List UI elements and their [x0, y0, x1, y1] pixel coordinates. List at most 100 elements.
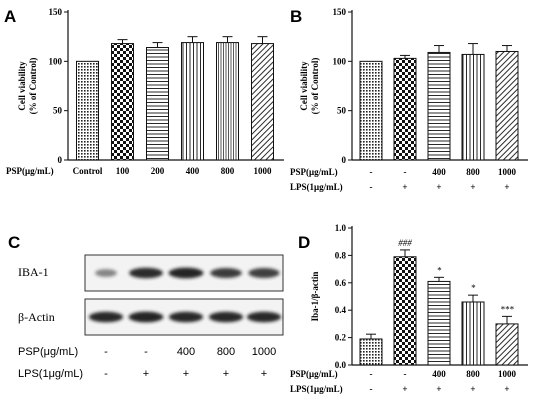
blot-label-iba1: IBA-1	[18, 265, 49, 279]
bar	[111, 43, 134, 161]
blot-condition-value: 1000	[252, 346, 276, 358]
blot-condition-value: 400	[177, 346, 195, 358]
category-label: +	[436, 182, 441, 192]
bar	[359, 338, 383, 366]
bar	[427, 280, 451, 366]
y-tick-label: 100	[333, 56, 347, 66]
category-label: +	[470, 182, 475, 192]
y-tick-label: 50	[337, 106, 347, 116]
chart-panel-a: 0 50 100 150 Cell viability (% of Control) PSP…	[6, 7, 284, 176]
condition-row-label: LPS(1μg/mL)	[290, 182, 343, 192]
category-label: 400	[186, 166, 200, 176]
blot-condition-value: +	[143, 368, 149, 380]
significance-marker: *	[437, 265, 442, 275]
y-axis-label: (% of Control)	[310, 58, 320, 115]
y-tick-label: 0.8	[335, 250, 347, 260]
condition-row-label: PSP(μg/mL)	[290, 369, 338, 379]
y-tick-label: 1.0	[335, 223, 347, 233]
blot-condition-value: +	[261, 368, 267, 380]
y-tick-label: 0.0	[335, 360, 347, 370]
bar	[427, 51, 451, 161]
y-tick-label: 0.6	[335, 278, 347, 288]
y-tick-label: 150	[333, 7, 347, 17]
category-label: 200	[151, 166, 165, 176]
bar	[146, 47, 169, 161]
category-label: 100	[116, 166, 130, 176]
blot-band	[88, 311, 124, 323]
blot-psp-label: PSP(μg/mL)	[18, 346, 78, 358]
y-tick-label: 100	[49, 56, 63, 66]
bar	[495, 50, 519, 161]
blot-condition-value: -	[104, 368, 108, 380]
category-label: 1000	[498, 167, 517, 177]
chart-panel-b: 0 50 100 150 Cell viability (% of Control) PSP…	[290, 7, 528, 192]
bar	[181, 42, 204, 161]
category-label: +	[436, 384, 441, 394]
blot-band	[248, 268, 280, 278]
blot-band	[208, 311, 244, 323]
condition-row-label: PSP(μg/mL)	[290, 167, 338, 177]
y-axis-label: Cell viability	[17, 61, 27, 111]
y-axis-label: Iba-1/β-actin	[310, 272, 320, 322]
category-label: -	[370, 384, 373, 394]
category-label: 400	[432, 369, 446, 379]
bar	[359, 60, 383, 161]
blot-band	[95, 269, 117, 277]
category-label: -	[370, 167, 373, 177]
category-label: +	[402, 384, 407, 394]
western-blot: IBA-1 β-Actin PSP(μg/mL) LPS(1μg/mL) - - 4…	[18, 254, 284, 380]
bands-actin	[88, 311, 282, 323]
y-tick-label: 0	[58, 155, 63, 165]
blot-condition-value: -	[104, 346, 108, 358]
category-label: -	[404, 369, 407, 379]
category-label: 400	[432, 167, 446, 177]
category-label: 800	[466, 167, 480, 177]
category-label: +	[504, 182, 509, 192]
category-label: 800	[221, 166, 235, 176]
bar	[393, 57, 417, 161]
blot-condition-value: +	[223, 368, 229, 380]
panel-label-b: B	[290, 7, 302, 26]
blot-band	[168, 311, 204, 323]
bar	[76, 60, 99, 161]
blot-condition-value: +	[183, 368, 189, 380]
y-tick-label: 0	[342, 155, 347, 165]
bands-iba1	[95, 267, 280, 279]
panel-label-a: A	[4, 7, 16, 26]
category-label: -	[370, 369, 373, 379]
category-label: 1000	[254, 166, 273, 176]
category-label: -	[370, 182, 373, 192]
blot-condition-value: -	[144, 346, 148, 358]
significance-marker: ###	[398, 238, 412, 248]
category-label: Control	[73, 166, 103, 176]
condition-row-label: LPS(1μg/mL)	[290, 384, 343, 394]
bar	[393, 256, 417, 366]
bar	[216, 42, 239, 161]
blot-band	[128, 311, 164, 323]
category-label: 1000	[498, 369, 517, 379]
category-label: -	[404, 167, 407, 177]
category-label: +	[470, 384, 475, 394]
significance-marker: ***	[500, 304, 514, 314]
panel-label-d: D	[298, 233, 310, 252]
condition-row-label: PSP(μg/mL)	[6, 166, 54, 176]
bar	[461, 53, 485, 161]
blot-band	[129, 267, 163, 279]
blot-band	[168, 267, 204, 279]
blot-condition-values: - - 400 800 1000 - + + + +	[104, 346, 276, 380]
y-tick-label: 0.4	[335, 305, 347, 315]
blot-condition-value: 800	[217, 346, 235, 358]
category-label: +	[402, 182, 407, 192]
y-tick-label: 50	[53, 106, 63, 116]
significance-marker: *	[471, 283, 476, 293]
panel-label-c: C	[8, 233, 20, 252]
category-label: +	[504, 384, 509, 394]
blot-band	[210, 268, 242, 278]
category-label: 800	[466, 369, 480, 379]
y-tick-label: 0.2	[335, 333, 347, 343]
bar	[251, 43, 274, 161]
bar	[495, 323, 519, 366]
y-axis-label: (% of Control)	[28, 58, 38, 115]
chart-panel-d: 0.00.20.40.60.81.0Iba-1/β-actin###*****P…	[290, 223, 528, 394]
